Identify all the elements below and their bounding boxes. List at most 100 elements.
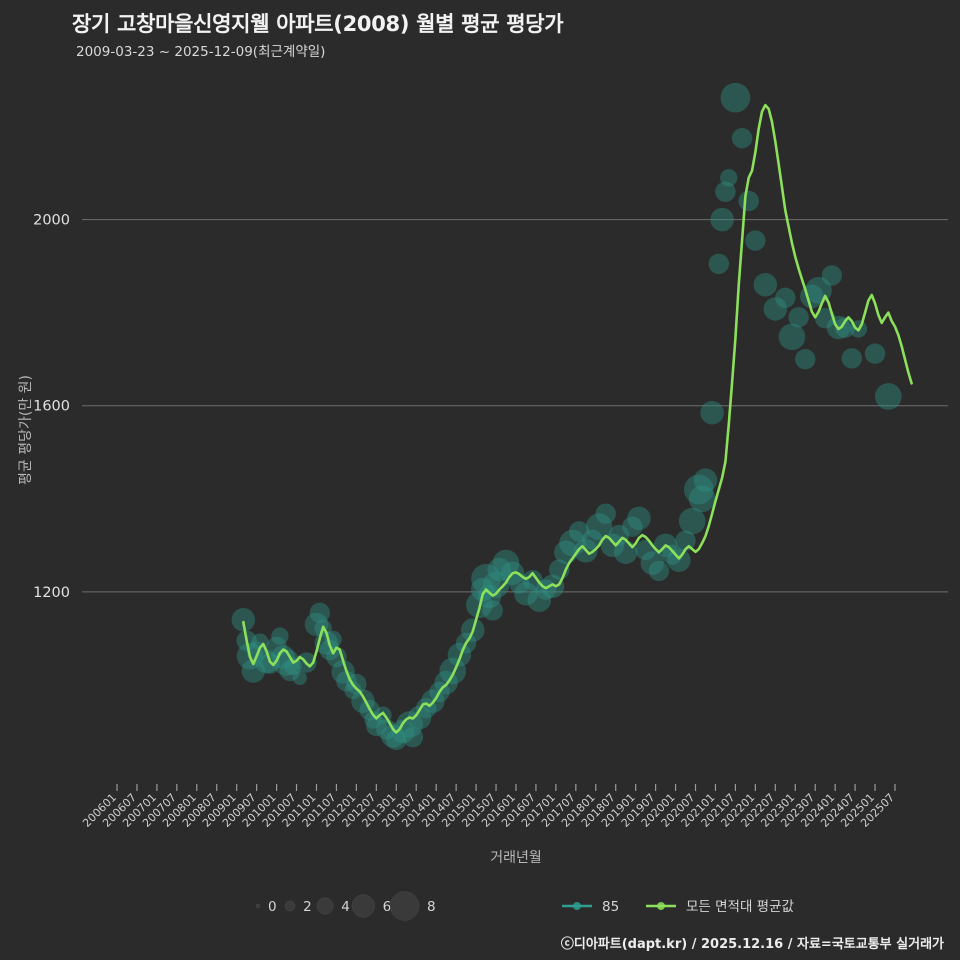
data-bubble bbox=[821, 265, 843, 286]
data-bubble bbox=[710, 207, 734, 232]
x-axis-tickmarks bbox=[116, 784, 896, 791]
data-bubble bbox=[396, 711, 423, 738]
data-bubble bbox=[471, 563, 501, 594]
y-tick-label: 2000 bbox=[33, 213, 70, 229]
data-bubble bbox=[814, 308, 836, 329]
data-bubble bbox=[678, 507, 706, 535]
chart-legend: 0 2 4 6 8 85 모든 면적대 평균값 bbox=[255, 891, 794, 921]
data-bubble bbox=[366, 715, 387, 737]
data-bubble bbox=[662, 544, 683, 565]
data-bubble bbox=[875, 383, 902, 410]
data-bubble bbox=[527, 588, 551, 612]
data-bubble bbox=[241, 659, 266, 683]
data-bubble bbox=[834, 317, 856, 338]
y-axis-tick-labels: 1200 1600 2000 bbox=[33, 213, 70, 601]
data-bubble bbox=[271, 627, 289, 645]
legend-size-label: 2 bbox=[303, 899, 312, 915]
legend-size-label: 0 bbox=[268, 899, 277, 915]
legend-size-label: 8 bbox=[427, 899, 436, 915]
data-bubble bbox=[439, 657, 467, 685]
data-bubble bbox=[622, 516, 643, 537]
data-bubble bbox=[319, 639, 340, 661]
legend-series-label: 85 bbox=[602, 899, 619, 915]
x-axis-tick-labels: 2006012006072007012007072008012008072009… bbox=[80, 791, 897, 830]
data-bubble bbox=[864, 343, 886, 364]
data-bubble bbox=[688, 485, 716, 513]
y-axis-title: 평균 평당가(만 원) bbox=[18, 375, 34, 485]
bubble-series-85 bbox=[231, 82, 902, 751]
legend-size-label: 4 bbox=[341, 899, 350, 915]
data-bubble bbox=[720, 82, 751, 113]
data-bubble bbox=[795, 349, 816, 370]
legend-size-bubble bbox=[255, 903, 261, 909]
data-bubble bbox=[470, 577, 495, 602]
page-title: 장기 고창마을신영지웰 아파트(2008) 월별 평균 평당가 bbox=[72, 12, 564, 36]
data-bubble bbox=[477, 584, 502, 609]
data-bubble bbox=[753, 272, 778, 297]
data-bubble bbox=[648, 560, 670, 582]
y-tick-label: 1200 bbox=[33, 585, 70, 601]
data-bubble bbox=[309, 602, 331, 624]
data-bubble bbox=[487, 557, 512, 582]
average-price-line bbox=[242, 103, 913, 734]
data-bubble bbox=[336, 671, 357, 692]
data-bubble bbox=[841, 348, 862, 369]
legend-size-label: 6 bbox=[383, 899, 392, 915]
gridlines bbox=[82, 219, 948, 593]
data-bubble bbox=[640, 551, 665, 575]
legend-size-bubble bbox=[351, 894, 375, 918]
data-bubble bbox=[540, 574, 565, 599]
data-bubble bbox=[514, 581, 538, 606]
data-bubble bbox=[675, 530, 696, 551]
data-bubble bbox=[763, 297, 788, 321]
data-bubble bbox=[683, 474, 714, 505]
legend-series-marker bbox=[657, 902, 665, 910]
data-bubble bbox=[492, 549, 520, 577]
data-bubble bbox=[627, 506, 651, 531]
legend-size-bubble bbox=[316, 897, 334, 915]
data-bubble bbox=[391, 719, 415, 744]
y-tick-label: 1600 bbox=[33, 399, 70, 415]
data-bubble bbox=[715, 181, 736, 202]
data-bubble bbox=[279, 660, 301, 682]
data-bubble bbox=[447, 642, 472, 667]
data-bubble bbox=[522, 570, 543, 591]
data-bubble bbox=[745, 230, 766, 251]
data-bubble bbox=[600, 533, 625, 558]
legend-series-marker bbox=[573, 902, 581, 910]
data-bubble bbox=[731, 127, 753, 149]
data-bubble bbox=[407, 705, 432, 730]
data-bubble bbox=[738, 190, 759, 212]
data-bubble bbox=[595, 503, 616, 524]
x-axis-title: 거래년월 bbox=[490, 850, 542, 866]
footer-credit: ⓒ디아파트(dapt.kr) / 2025.12.16 / 자료=국토교통부 실… bbox=[560, 937, 944, 952]
data-bubble bbox=[259, 653, 281, 674]
data-bubble bbox=[667, 548, 691, 572]
data-bubble bbox=[700, 400, 724, 425]
data-bubble bbox=[346, 673, 367, 695]
data-bubble bbox=[402, 726, 424, 748]
data-bubble bbox=[284, 657, 302, 675]
data-bubble bbox=[693, 468, 718, 492]
data-bubble bbox=[292, 670, 307, 686]
data-bubble bbox=[720, 169, 738, 187]
data-bubble bbox=[775, 287, 796, 308]
data-bubble bbox=[778, 323, 806, 351]
legend-size-bubble bbox=[284, 900, 296, 912]
data-bubble bbox=[568, 521, 590, 542]
data-bubble bbox=[582, 529, 603, 550]
data-bubble bbox=[271, 645, 295, 669]
data-bubble bbox=[788, 307, 809, 328]
data-bubble bbox=[708, 253, 729, 275]
data-bubble bbox=[482, 600, 503, 621]
data-bubble bbox=[254, 649, 279, 674]
legend-series-label: 모든 면적대 평균값 bbox=[686, 899, 794, 915]
data-bubble bbox=[364, 711, 382, 729]
data-bubble bbox=[585, 513, 613, 541]
page-subtitle: 2009-03-23 ~ 2025-12-09(최근계약일) bbox=[76, 44, 326, 60]
data-bubble bbox=[231, 608, 256, 632]
legend-size-bubble bbox=[389, 891, 420, 921]
data-bubble bbox=[386, 729, 407, 751]
